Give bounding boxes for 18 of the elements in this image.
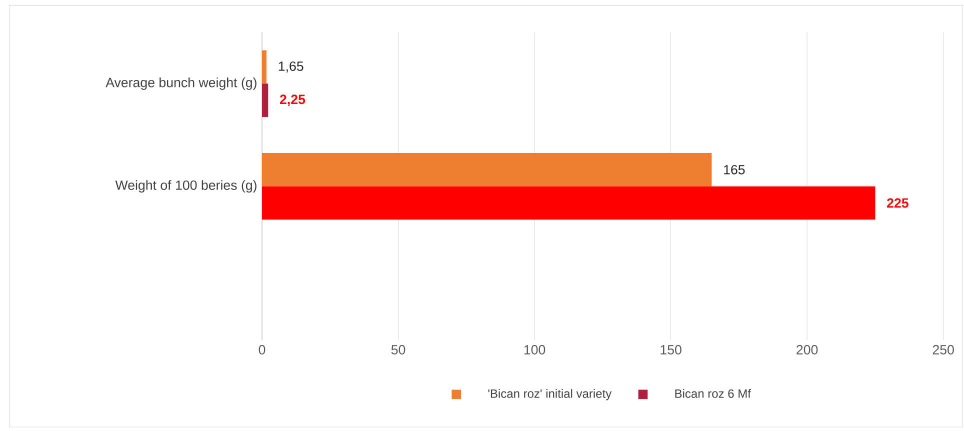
- data-label: 165: [724, 164, 745, 174]
- x-tick-label: 250: [932, 345, 954, 354]
- x-tick-label: 0: [258, 345, 266, 354]
- x-tick-label: 200: [796, 345, 818, 354]
- bar: [262, 50, 267, 84]
- x-tick-label: 50: [391, 345, 406, 354]
- data-label: 1,65: [278, 61, 304, 73]
- bar: [262, 152, 712, 186]
- data-label: 225: [887, 198, 908, 208]
- legend-label: Bican roz 6 Mf: [675, 389, 751, 398]
- bar: [262, 84, 268, 117]
- x-tick-label: 100: [524, 345, 546, 354]
- bar: [262, 186, 876, 220]
- data-label: 2,25: [280, 94, 306, 106]
- x-tick-label: 150: [660, 345, 682, 354]
- y-tick-label: Average bunch weight (g): [106, 77, 256, 90]
- legend-label: 'Bican roz' initial variety: [488, 389, 612, 400]
- y-tick-label: Weight of 100 beries (g): [115, 180, 256, 193]
